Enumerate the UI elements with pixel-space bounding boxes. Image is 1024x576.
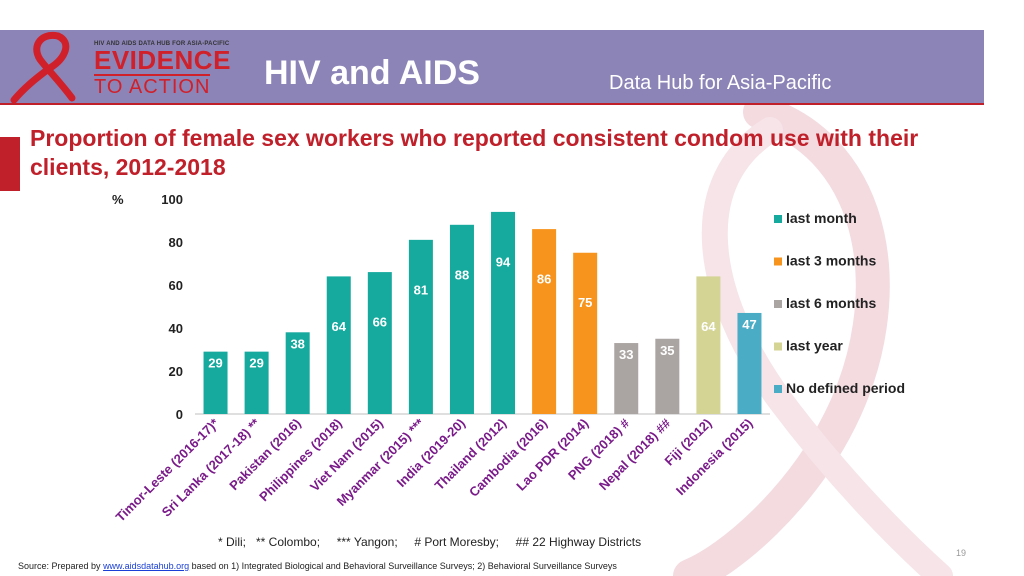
- bar-value-label-12: 64: [701, 319, 716, 334]
- logo-tagline: HIV AND AIDS DATA HUB FOR ASIA-PACIFIC: [94, 41, 230, 47]
- source-line: Source: Prepared by www.aidsdatahub.org …: [18, 561, 617, 571]
- legend-swatch-0: [774, 215, 782, 223]
- header-bar: [0, 30, 984, 103]
- legend-label-2: last 6 months: [786, 295, 876, 311]
- bar-5: [408, 239, 433, 414]
- bar-value-label-2: 38: [290, 336, 304, 351]
- bar-value-label-10: 33: [619, 347, 633, 362]
- x-tick-label-2: Pakistan (2016): [226, 416, 304, 494]
- legend-swatch-2: [774, 300, 782, 308]
- bar-1: [244, 351, 269, 414]
- source-link[interactable]: www.aidsdatahub.org: [103, 561, 190, 571]
- footnote: * Dili; ** Colombo; *** Yangon; # Port M…: [218, 535, 642, 549]
- x-tick-label-7: Thailand (2012): [432, 416, 510, 494]
- y-tick-label-0: 0: [176, 407, 183, 422]
- bar-3: [326, 276, 351, 414]
- bar-11: [655, 338, 680, 414]
- header-divider: [0, 103, 984, 105]
- bar-value-label-13: 47: [742, 317, 756, 332]
- legend-label-1: last 3 months: [786, 253, 876, 269]
- logo-evidence-text: EVIDENCE: [94, 45, 231, 75]
- bar-value-label-11: 35: [660, 343, 674, 358]
- bar-4: [367, 272, 392, 414]
- legend-swatch-3: [774, 342, 782, 351]
- legend-label-3: last year: [786, 338, 843, 354]
- bar-value-label-7: 94: [496, 254, 511, 269]
- logo-action-text: TO ACTION: [94, 74, 211, 98]
- bar-0: [203, 351, 228, 414]
- bar-value-label-8: 86: [537, 272, 551, 287]
- x-tick-label-9: Lao PDR (2014): [513, 416, 591, 494]
- bar-value-label-4: 66: [373, 315, 387, 330]
- bar-7: [491, 211, 516, 414]
- bar-9: [573, 252, 598, 414]
- page-number: 19: [956, 548, 967, 558]
- evidence-to-action-logo: HIV AND AIDS DATA HUB FOR ASIA-PACIFIC E…: [0, 30, 250, 103]
- bar-value-label-6: 88: [455, 267, 469, 282]
- source-suffix: based on 1) Integrated Biological and Be…: [189, 561, 617, 571]
- app-subtitle: Data Hub for Asia-Pacific: [609, 72, 832, 94]
- y-tick-label-4: 80: [169, 235, 183, 250]
- bar-8: [532, 229, 557, 414]
- app-title: HIV and AIDS: [264, 54, 480, 92]
- legend-label-0: last month: [786, 210, 857, 226]
- bar-value-label-1: 29: [249, 356, 263, 371]
- x-tick-label-11: Nepal (2018) ##: [596, 415, 674, 493]
- bar-2: [285, 332, 310, 414]
- y-tick-label-3: 60: [169, 278, 183, 293]
- bar-12: [696, 276, 721, 414]
- legend-label-4: No defined period: [786, 380, 905, 396]
- y-tick-label-2: 40: [169, 321, 183, 336]
- title-accent-bar: [0, 137, 20, 191]
- y-tick-label-1: 20: [169, 364, 183, 379]
- bar-13: [737, 312, 762, 414]
- bar-6: [449, 224, 474, 414]
- source-prefix: Source: Prepared by: [18, 561, 104, 571]
- bar-value-label-9: 75: [578, 295, 592, 310]
- bar-value-label-3: 64: [332, 319, 347, 334]
- red-ribbon-icon: [10, 31, 76, 103]
- chart-title: Proportion of female sex workers who rep…: [30, 125, 919, 180]
- bar-value-label-5: 81: [414, 282, 428, 297]
- y-axis-unit: %: [112, 192, 124, 207]
- y-tick-label-5: 100: [161, 192, 183, 207]
- bar-value-label-0: 29: [208, 356, 222, 371]
- legend-swatch-4: [774, 385, 782, 393]
- x-tick-label-13: Indonesia (2015): [673, 416, 756, 499]
- x-tick-label-4: Viet Nam (2015): [307, 416, 386, 495]
- legend-swatch-1: [774, 257, 782, 266]
- bar-10: [614, 343, 639, 414]
